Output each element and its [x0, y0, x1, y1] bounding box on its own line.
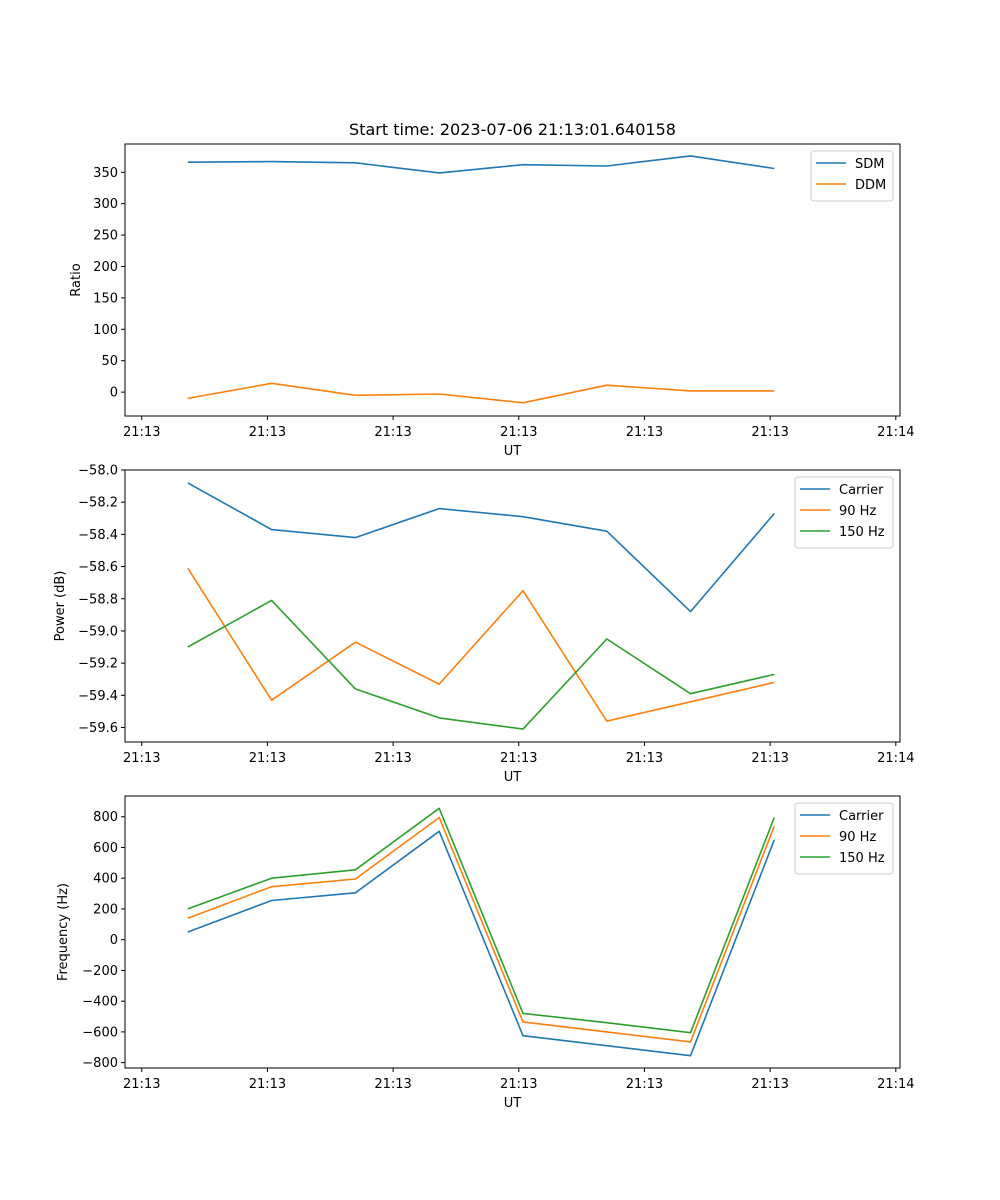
legend: Carrier 90 Hz 150 Hz	[794, 802, 894, 875]
y-tick-label: −58.4	[78, 528, 118, 543]
x-tick-label: 21:13	[500, 1077, 537, 1092]
x-tick-label: 21:13	[249, 425, 286, 440]
y-tick-label: −58.0	[78, 464, 118, 479]
y-tick-label: 800	[93, 810, 118, 825]
y-tick-label: 50	[101, 354, 118, 369]
y-axis-label: Frequency (Hz)	[56, 883, 71, 981]
x-tick-label: 21:13	[751, 751, 788, 766]
x-tick-label: 21:14	[877, 751, 914, 766]
x-tick-label: 21:13	[751, 1077, 788, 1092]
chart-panel-1: Start time: 2023-07-06 21:13:01.640158 21…	[69, 120, 915, 459]
x-tick-label: 21:13	[626, 751, 663, 766]
x-tick-label: 21:13	[751, 425, 788, 440]
y-tick-label: −400	[82, 995, 118, 1010]
x-tick-label: 21:13	[500, 751, 537, 766]
legend-label: 150 Hz	[839, 525, 885, 540]
y-tick-label: −58.8	[78, 592, 118, 607]
y-tick-label: 200	[93, 902, 118, 917]
series-line-sdm	[187, 155, 775, 174]
x-tick-label: 21:13	[500, 425, 537, 440]
y-tick-label: −200	[82, 964, 118, 979]
series-line-carrier	[187, 830, 776, 1057]
x-tick-label: 21:13	[626, 1077, 663, 1092]
series-line-150-hz	[187, 599, 775, 730]
x-tick-label: 21:13	[249, 1077, 286, 1092]
x-tick-label: 21:13	[249, 751, 286, 766]
x-axis-label: UT	[504, 444, 522, 459]
legend-label: 90 Hz	[839, 830, 876, 845]
x-tick-label: 21:13	[374, 425, 411, 440]
x-axis-label: UT	[504, 1096, 522, 1111]
x-tick-label: 21:13	[626, 425, 663, 440]
y-tick-label: −59.0	[78, 624, 118, 639]
plot-area-frame	[124, 469, 901, 743]
y-tick-label: 200	[93, 260, 118, 275]
x-tick-label: 21:13	[374, 1077, 411, 1092]
series-line-150-hz	[187, 807, 776, 1034]
legend: Carrier 90 Hz 150 Hz	[794, 476, 894, 549]
y-tick-label: −600	[82, 1025, 118, 1040]
y-tick-label: 600	[93, 841, 118, 856]
x-tick-label: 21:14	[877, 425, 914, 440]
series-line-90-hz	[187, 816, 776, 1043]
y-tick-label: 400	[93, 872, 118, 887]
y-tick-label: 150	[93, 291, 118, 306]
plot-area-frame	[124, 795, 901, 1069]
legend-label: DDM	[855, 178, 886, 193]
legend-label: Carrier	[839, 809, 884, 824]
x-axis-label: UT	[504, 770, 522, 785]
x-tick-label: 21:13	[123, 751, 160, 766]
legend: SDM DDM	[810, 150, 894, 202]
y-tick-label: 250	[93, 229, 118, 244]
y-tick-label: −58.2	[78, 496, 118, 511]
y-tick-label: −59.6	[78, 721, 118, 736]
y-tick-label: −59.2	[78, 657, 118, 672]
legend-label: SDM	[855, 157, 884, 172]
x-tick-label: 21:13	[123, 1077, 160, 1092]
x-tick-label: 21:13	[374, 751, 411, 766]
y-tick-label: 350	[93, 166, 118, 181]
y-tick-label: 0	[110, 386, 118, 401]
chart-panel-2: 21:13 21:13 21:13 21:13 21:13 21:13 21:14 −59.6…	[53, 464, 915, 786]
legend-label: 150 Hz	[839, 851, 885, 866]
y-tick-label: 100	[93, 323, 118, 338]
y-tick-label: 0	[110, 933, 118, 948]
y-tick-label: −800	[82, 1056, 118, 1071]
chart-panel-3: 21:13 21:13 21:13 21:13 21:13 21:13 21:14 −800 −…	[56, 795, 915, 1111]
y-tick-label: 300	[93, 197, 118, 212]
series-line-90-hz	[187, 567, 775, 722]
plot-area-frame	[124, 143, 901, 417]
series-line-ddm	[187, 382, 775, 404]
y-tick-label: −58.6	[78, 560, 118, 575]
y-axis-label: Power (dB)	[53, 571, 68, 642]
x-tick-label: 21:14	[877, 1077, 914, 1092]
series-line-carrier	[187, 482, 775, 613]
y-axis-label: Ratio	[69, 263, 84, 296]
legend-label: 90 Hz	[839, 504, 876, 519]
y-tick-label: −59.4	[78, 689, 118, 704]
x-tick-label: 21:13	[123, 425, 160, 440]
legend-label: Carrier	[839, 483, 884, 498]
chart-title: Start time: 2023-07-06 21:13:01.640158	[349, 120, 676, 139]
